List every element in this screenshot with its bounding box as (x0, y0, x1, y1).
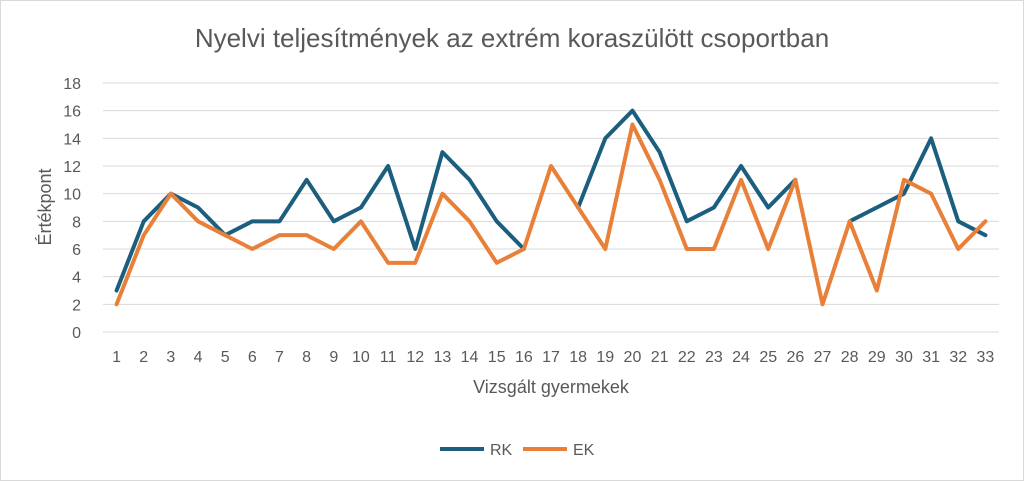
x-tick-label: 29 (868, 349, 886, 366)
y-tick-label: 8 (72, 214, 81, 231)
x-tick-label: 2 (139, 349, 148, 366)
x-tick-label: 19 (596, 349, 614, 366)
x-tick-label: 27 (814, 349, 832, 366)
x-tick-label: 21 (651, 349, 669, 366)
x-tick-label: 9 (329, 349, 338, 366)
x-tick-label: 12 (406, 349, 424, 366)
x-tick-label: 32 (949, 349, 967, 366)
x-tick-label: 24 (732, 349, 750, 366)
y-tick-label: 6 (72, 242, 81, 259)
x-tick-label: 7 (275, 349, 284, 366)
x-tick-label: 31 (922, 349, 940, 366)
y-axis-title: Értékpont (35, 168, 55, 245)
gridlines (103, 82, 999, 333)
x-tick-label: 25 (759, 349, 777, 366)
x-tick-label: 30 (895, 349, 913, 366)
chart-title: Nyelvi teljesítmények az extrém koraszül… (195, 23, 829, 53)
y-tick-label: 12 (63, 159, 81, 176)
y-tick-label: 16 (63, 104, 81, 121)
x-tick-label: 20 (624, 349, 642, 366)
x-tick-label: 4 (194, 349, 203, 366)
x-tick-label: 33 (977, 349, 995, 366)
y-tick-label: 18 (63, 76, 81, 93)
y-tick-label: 10 (63, 187, 81, 204)
x-tick-label: 17 (542, 349, 560, 366)
y-tick-label: 0 (72, 325, 81, 342)
x-tick-label: 6 (248, 349, 257, 366)
y-tick-label: 14 (63, 131, 81, 148)
x-tick-label: 10 (352, 349, 370, 366)
x-tick-label: 26 (786, 349, 804, 366)
series-lines (114, 108, 988, 307)
x-tick-label: 13 (433, 349, 451, 366)
x-tick-label: 11 (380, 349, 397, 366)
legend: RK EK (440, 442, 595, 459)
y-tick-label: 2 (72, 297, 81, 314)
x-tick-label: 5 (221, 349, 230, 366)
x-tick-label: 3 (166, 349, 175, 366)
x-tick-label: 23 (705, 349, 723, 366)
x-tick-label: 1 (112, 349, 121, 366)
legend-label-rk: RK (490, 442, 513, 459)
x-tick-label: 8 (302, 349, 311, 366)
x-axis-title: Vizsgált gyermekek (473, 377, 630, 397)
x-tick-label: 22 (678, 349, 696, 366)
x-tick-label: 14 (461, 349, 479, 366)
y-tick-label: 4 (72, 270, 81, 287)
series-line-ek (114, 122, 988, 307)
x-tick-label: 16 (515, 349, 533, 366)
x-tick-label: 18 (569, 349, 587, 366)
y-tick-labels: 0 2 4 6 8 10 12 14 16 18 (63, 76, 81, 342)
legend-label-ek: EK (573, 442, 595, 459)
x-tick-label: 28 (841, 349, 859, 366)
series-line-rk (114, 108, 988, 293)
x-tick-label: 15 (488, 349, 506, 366)
x-tick-labels: 1 2 3 4 5 6 7 8 9 10 11 12 13 14 15 16 17 18 19 20 21 22 23 24 2… (112, 349, 994, 366)
